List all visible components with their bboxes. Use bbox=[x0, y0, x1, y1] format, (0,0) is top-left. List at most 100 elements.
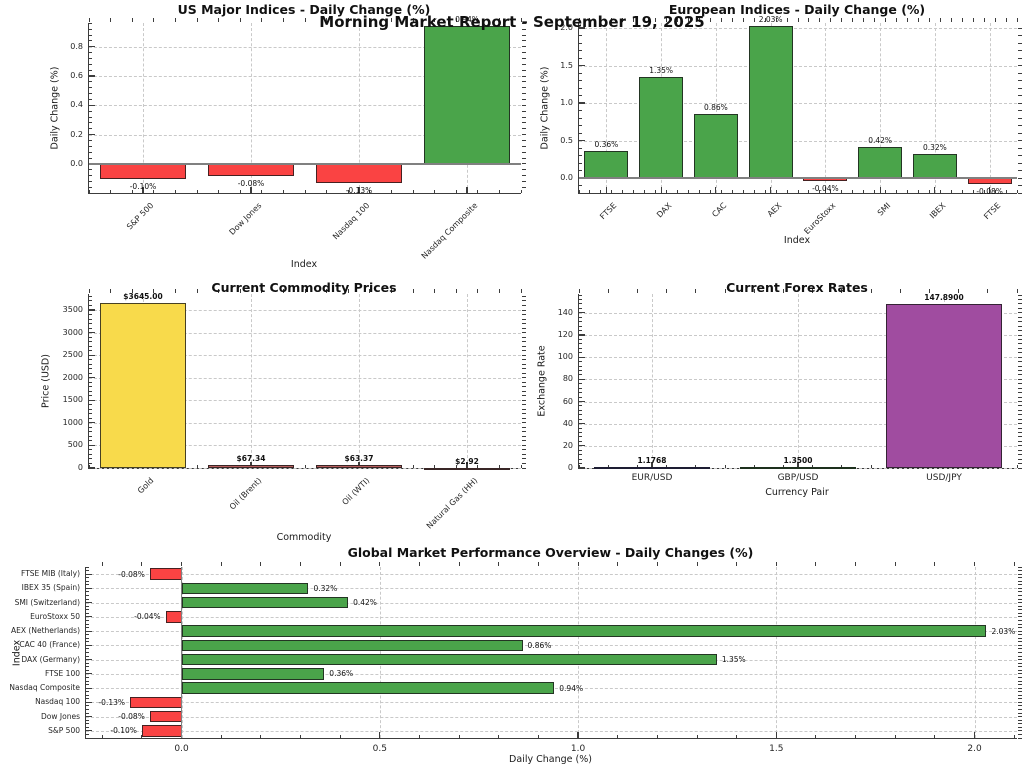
minor-tick bbox=[89, 453, 92, 455]
minor-tick bbox=[688, 190, 689, 193]
minor-tick bbox=[89, 157, 92, 159]
minor-tick bbox=[579, 72, 582, 74]
minor-tick bbox=[987, 289, 989, 293]
minor-tick bbox=[1018, 72, 1022, 74]
minor-tick bbox=[1018, 343, 1022, 345]
minor-tick bbox=[218, 190, 220, 193]
minor-tick bbox=[1018, 723, 1022, 725]
minor-tick bbox=[522, 426, 526, 428]
minor-tick bbox=[86, 641, 89, 643]
minor-tick bbox=[1018, 733, 1022, 735]
tick-mark bbox=[86, 673, 92, 675]
minor-tick bbox=[600, 18, 602, 22]
tick-mark bbox=[579, 102, 585, 104]
minor-tick bbox=[498, 562, 500, 566]
minor-tick bbox=[89, 435, 92, 437]
y-tick-label: 1500 bbox=[62, 395, 83, 405]
minor-tick bbox=[855, 735, 857, 738]
gridline bbox=[652, 294, 653, 468]
minor-tick bbox=[579, 458, 582, 460]
minor-tick bbox=[775, 18, 777, 22]
tick-mark bbox=[579, 378, 585, 380]
minor-tick bbox=[412, 18, 414, 22]
minor-tick bbox=[455, 465, 457, 468]
minor-tick bbox=[86, 666, 89, 668]
minor-tick bbox=[917, 190, 919, 193]
tick-mark bbox=[605, 187, 607, 193]
minor-tick bbox=[819, 18, 821, 22]
minor-tick bbox=[498, 190, 500, 193]
minor-tick bbox=[994, 190, 996, 193]
minor-tick bbox=[633, 190, 635, 193]
minor-tick bbox=[656, 562, 658, 566]
minor-tick bbox=[579, 330, 582, 332]
minor-tick bbox=[522, 87, 526, 89]
bar-eur-usd-0 bbox=[593, 466, 711, 469]
minor-tick bbox=[522, 186, 526, 188]
minor-tick bbox=[522, 134, 526, 136]
minor-tick bbox=[1018, 694, 1022, 696]
minor-tick bbox=[88, 190, 90, 193]
minor-tick bbox=[86, 676, 89, 678]
minor-tick bbox=[724, 289, 726, 293]
minor-tick bbox=[1018, 616, 1022, 618]
minor-tick bbox=[611, 190, 613, 193]
gridline bbox=[89, 422, 521, 424]
gridline bbox=[989, 23, 991, 193]
minor-tick bbox=[622, 190, 624, 193]
y-tick-label: 3000 bbox=[62, 327, 83, 337]
minor-tick bbox=[907, 190, 908, 193]
minor-tick bbox=[579, 110, 582, 111]
minor-tick bbox=[239, 18, 241, 22]
minor-tick bbox=[522, 444, 526, 446]
tick-mark bbox=[89, 309, 95, 311]
minor-tick bbox=[522, 93, 526, 95]
minor-tick bbox=[841, 289, 843, 293]
minor-tick bbox=[579, 185, 582, 186]
minor-tick bbox=[89, 462, 92, 464]
tick-mark bbox=[989, 187, 991, 193]
bar-dow-jones bbox=[149, 710, 182, 723]
minor-tick bbox=[88, 289, 90, 293]
minor-tick bbox=[579, 396, 582, 398]
minor-tick bbox=[1018, 669, 1022, 671]
minor-tick bbox=[1018, 155, 1022, 156]
chart-us-indices: US Major Indices - Daily Change (%) Dail… bbox=[50, 2, 526, 270]
minor-tick bbox=[579, 374, 582, 376]
minor-tick bbox=[174, 190, 176, 193]
value-label: 0.36% bbox=[329, 669, 354, 679]
tick-mark bbox=[89, 467, 95, 469]
y-tick-label: 140 bbox=[557, 307, 573, 317]
minor-tick bbox=[196, 289, 198, 293]
minor-tick bbox=[477, 190, 479, 193]
minor-tick bbox=[86, 723, 89, 725]
minor-tick bbox=[89, 110, 92, 112]
minor-tick bbox=[89, 151, 92, 153]
bar-dax-germany bbox=[181, 653, 717, 666]
minor-tick bbox=[1018, 644, 1022, 646]
minor-tick bbox=[1018, 445, 1022, 447]
minor-tick bbox=[852, 190, 854, 193]
gridline bbox=[579, 140, 1017, 142]
gridline bbox=[89, 445, 521, 447]
minor-tick bbox=[522, 390, 526, 392]
minor-tick bbox=[326, 289, 328, 293]
minor-tick bbox=[89, 327, 92, 329]
minor-tick bbox=[1018, 619, 1022, 621]
minor-tick bbox=[841, 190, 843, 193]
tick-mark bbox=[579, 423, 585, 425]
minor-tick bbox=[522, 81, 526, 83]
minor-tick bbox=[974, 562, 976, 566]
bar-oil-wti-2 bbox=[315, 465, 403, 468]
minor-tick bbox=[304, 289, 306, 293]
value-label: -0.08% bbox=[976, 187, 1003, 196]
bar-oil-brent-1 bbox=[207, 464, 295, 468]
minor-tick bbox=[1018, 140, 1022, 141]
y-tick-label: 0.0 bbox=[70, 158, 83, 168]
tick-mark bbox=[89, 104, 95, 106]
value-label: 147.8900 bbox=[924, 293, 964, 303]
minor-tick bbox=[622, 18, 624, 22]
tick-mark bbox=[879, 187, 881, 193]
minor-tick bbox=[1005, 190, 1007, 193]
bar-natural-gas-hh-3 bbox=[423, 467, 511, 470]
